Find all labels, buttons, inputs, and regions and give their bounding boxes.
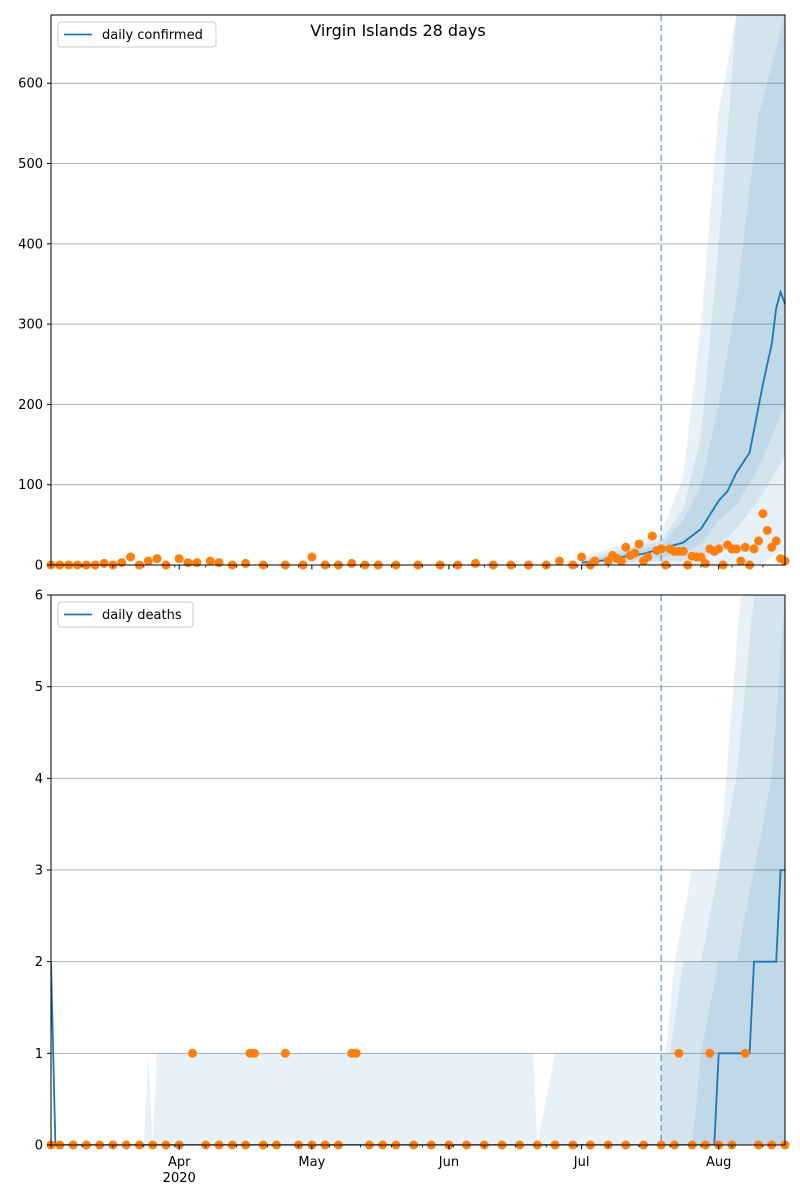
x-tick-year-label: 2020	[163, 1171, 196, 1186]
data-point	[634, 539, 644, 549]
data-point	[555, 556, 564, 566]
y-tick-label: 0	[35, 559, 43, 574]
x-tick-label: Aug	[706, 1155, 731, 1170]
data-point	[749, 544, 759, 554]
data-point	[767, 542, 777, 552]
uncertainty-band-1	[143, 595, 785, 1145]
y-tick-label: 400	[18, 237, 43, 252]
data-point	[241, 558, 251, 568]
data-point	[307, 552, 317, 562]
plot-area	[581, 15, 785, 565]
data-point	[126, 552, 136, 562]
legend-box	[57, 21, 217, 48]
data-point	[192, 558, 202, 568]
data-point	[714, 544, 724, 554]
uncertainty-band-1	[581, 15, 785, 565]
data-point	[205, 556, 215, 566]
data-point	[99, 558, 109, 568]
data-point	[674, 1048, 684, 1058]
data-point	[700, 558, 710, 568]
plot-area	[51, 595, 785, 1145]
data-point	[174, 554, 184, 564]
y-tick-label: 3	[35, 864, 43, 879]
y-tick-label: 1	[35, 1047, 43, 1062]
data-point	[647, 531, 657, 541]
chart-title: Virgin Islands 28 days	[310, 21, 485, 40]
data-point	[577, 552, 587, 562]
y-tick-label: 2	[35, 955, 43, 970]
top-panel-daily-confirmed: 0 100 200 300 400 500 600 daily confirmed	[18, 14, 790, 574]
data-point	[740, 542, 750, 552]
data-point	[740, 1048, 750, 1058]
uncertainty-band-2	[581, 15, 785, 565]
data-point	[731, 544, 741, 554]
data-point	[678, 546, 688, 556]
x-tick-label: Jun	[438, 1155, 459, 1170]
data-point	[736, 556, 746, 566]
series-line	[51, 869, 785, 1145]
legend-box	[57, 601, 194, 628]
y-tick-label: 500	[18, 157, 43, 172]
y-tick-label: 4	[35, 772, 43, 787]
uncertainty-band-3	[692, 595, 785, 1145]
data-point	[630, 548, 640, 558]
data-point	[249, 1048, 259, 1058]
data-point	[117, 558, 127, 568]
x-tick-label: Apr	[168, 1155, 191, 1170]
observed-points	[46, 509, 790, 570]
data-point	[696, 552, 706, 562]
y-tick-label: 100	[18, 478, 43, 493]
data-point	[643, 552, 653, 562]
legend-label: daily deaths	[102, 608, 182, 623]
data-point	[347, 558, 357, 568]
data-point	[188, 1048, 197, 1058]
legend: daily confirmed	[57, 21, 217, 48]
data-point	[471, 558, 480, 568]
y-tick-label: 5	[35, 680, 43, 695]
data-point	[656, 544, 666, 554]
y-tick-label: 300	[18, 318, 43, 333]
data-point	[152, 554, 162, 564]
uncertainty-band-3	[581, 15, 785, 564]
data-point	[771, 536, 781, 546]
data-point	[758, 509, 768, 519]
y-tick-label: 200	[18, 398, 43, 413]
data-point	[754, 536, 763, 546]
data-point	[351, 1048, 361, 1058]
data-point	[143, 556, 153, 566]
data-point	[705, 1048, 715, 1058]
y-tick-label: 6	[35, 589, 43, 604]
data-point	[214, 558, 224, 568]
data-point	[621, 542, 631, 552]
x-tick-label: Jul	[573, 1155, 590, 1170]
axes-frame	[50, 14, 786, 566]
x-tick-label: May	[298, 1155, 325, 1170]
y-tick-label: 600	[18, 77, 43, 92]
data-point	[280, 1048, 290, 1058]
data-point	[762, 526, 772, 535]
data-point	[616, 556, 626, 566]
legend: daily deaths	[57, 601, 194, 628]
legend-label: daily confirmed	[102, 28, 203, 43]
uncertainty-band-2	[661, 595, 785, 1145]
y-tick-label: 0	[35, 1139, 43, 1154]
data-point	[183, 558, 193, 568]
data-point	[590, 556, 600, 566]
